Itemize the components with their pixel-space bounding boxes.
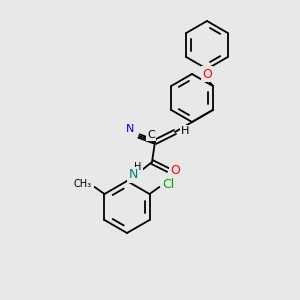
- Text: O: O: [170, 164, 180, 178]
- Text: N: N: [126, 124, 134, 134]
- Text: H: H: [181, 126, 189, 136]
- Text: C: C: [147, 130, 155, 140]
- Text: H: H: [134, 162, 142, 172]
- Text: O: O: [202, 68, 212, 80]
- Text: Cl: Cl: [162, 178, 175, 191]
- Text: N: N: [128, 169, 138, 182]
- Text: CH₃: CH₃: [74, 179, 92, 189]
